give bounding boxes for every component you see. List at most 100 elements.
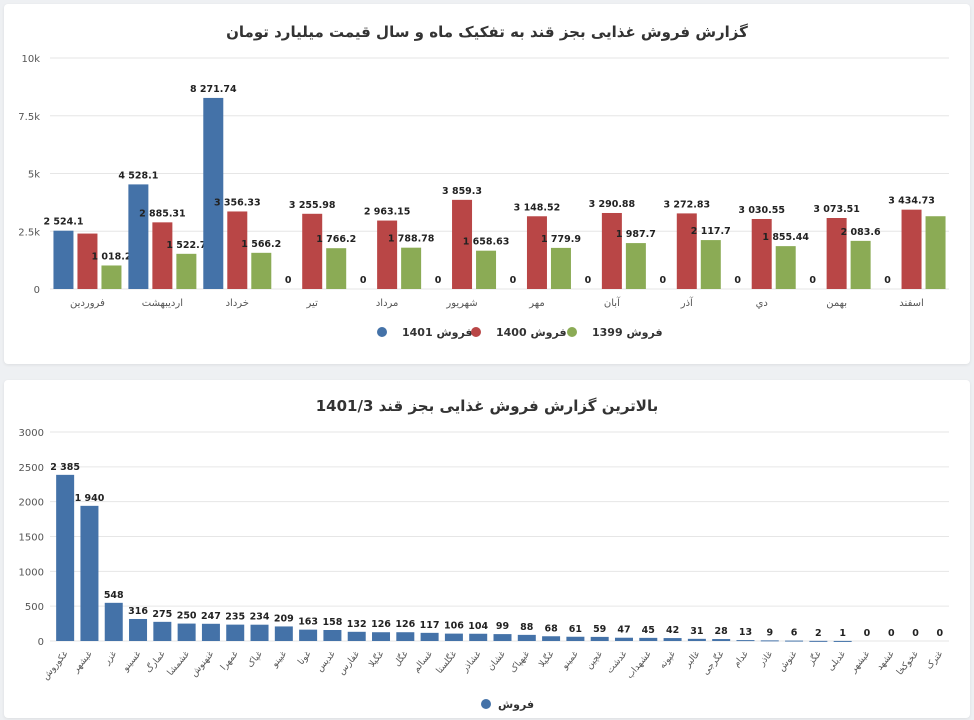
bar xyxy=(302,213,323,289)
data-label: 126 xyxy=(395,619,415,630)
data-label: 235 xyxy=(225,612,245,623)
data-label: 0 xyxy=(659,275,666,286)
bar xyxy=(601,212,622,289)
x-tick-label: اردیبهشت xyxy=(142,298,183,309)
data-label: 2 885.31 xyxy=(139,208,186,219)
bar xyxy=(56,474,75,641)
bar xyxy=(299,629,318,641)
bar xyxy=(809,640,828,642)
bar xyxy=(736,640,755,642)
bar xyxy=(80,505,99,641)
legend-marker xyxy=(567,327,577,337)
data-label: 1 940 xyxy=(75,493,105,504)
y-tick-label: 3000 xyxy=(19,428,44,439)
bar xyxy=(153,621,172,641)
x-tick-label: آبان xyxy=(604,296,621,309)
y-tick-label: 2500 xyxy=(19,463,44,474)
chart-title: بالاترین گزارش فروش غذایی بجز قند 1401/3 xyxy=(316,397,658,415)
bar xyxy=(550,247,571,289)
bar xyxy=(203,97,224,289)
data-label: 1 658.63 xyxy=(463,237,510,248)
data-label: 132 xyxy=(347,619,367,630)
bar xyxy=(542,636,561,641)
bar xyxy=(250,624,269,641)
bar xyxy=(226,624,245,641)
x-tick-label: غمارگ xyxy=(142,648,167,675)
data-label: 1 xyxy=(839,628,846,639)
data-label: 1 018.2 xyxy=(91,251,131,262)
y-tick-label: 1000 xyxy=(19,567,44,578)
y-tick-label: 7.5k xyxy=(18,112,40,123)
x-tick-label: شهریور xyxy=(445,298,477,309)
bar xyxy=(700,240,721,289)
data-label: 88 xyxy=(520,622,534,633)
bar xyxy=(152,222,173,289)
bar xyxy=(493,634,512,641)
data-label: 3 030.55 xyxy=(738,205,785,216)
data-label: 0 xyxy=(884,275,891,286)
data-label: 247 xyxy=(201,611,221,622)
y-tick-label: 5k xyxy=(28,170,40,181)
data-label: 42 xyxy=(666,625,679,636)
data-label: 158 xyxy=(322,617,342,628)
y-tick-label: 1500 xyxy=(19,533,44,544)
bar xyxy=(177,623,196,641)
x-tick-label: تیر xyxy=(306,298,319,309)
data-label: 3 073.51 xyxy=(813,204,860,215)
data-label: 0 xyxy=(734,275,741,286)
data-label: 0 xyxy=(510,275,517,286)
bar xyxy=(614,637,633,641)
monthly-sales-card: گزارش فروش غذایی بجز قند به تفکیک ماه و … xyxy=(4,4,970,364)
data-label: 1 566.2 xyxy=(241,239,281,250)
y-tick-label: 500 xyxy=(25,602,44,613)
data-label: 0 xyxy=(585,275,592,286)
data-label: 0 xyxy=(360,275,367,286)
top-sales-chart: بالاترین گزارش فروش غذایی بجز قند 1401/3… xyxy=(19,397,949,711)
bar xyxy=(785,640,804,642)
data-label: 117 xyxy=(420,620,440,631)
data-label: 1 779.9 xyxy=(541,234,581,245)
data-label: 126 xyxy=(371,619,391,630)
x-tick-label: غخوکخا xyxy=(895,649,921,677)
data-label: 2 117.7 xyxy=(691,226,731,237)
data-label: 2 963.15 xyxy=(364,207,411,218)
x-tick-label: غسینو xyxy=(120,649,143,674)
bar xyxy=(760,640,779,642)
data-label: 234 xyxy=(250,612,270,623)
x-tick-label: غدام xyxy=(732,649,751,669)
x-tick-label: غزر xyxy=(102,649,120,667)
x-tick-label: غشهد xyxy=(875,649,897,672)
bar xyxy=(326,248,347,289)
legend-marker xyxy=(377,327,387,337)
data-label: 3 272.83 xyxy=(664,199,711,210)
legend-label: فروش 1401 xyxy=(402,326,473,339)
data-label: 3 356.33 xyxy=(214,197,261,208)
data-label: 3 434.73 xyxy=(888,196,935,207)
x-tick-label: غچین xyxy=(584,649,605,671)
bar xyxy=(901,209,922,289)
data-label: 3 290.88 xyxy=(589,199,636,210)
data-label: 316 xyxy=(128,606,148,617)
legend-marker xyxy=(471,327,481,337)
legend-label: فروش 1400 xyxy=(496,326,567,339)
bar xyxy=(590,636,609,641)
data-label: 1 766.2 xyxy=(316,234,356,245)
x-tick-label: مهر xyxy=(528,298,544,309)
bar xyxy=(850,240,871,289)
bar xyxy=(77,233,98,289)
x-tick-label: اسفند xyxy=(899,298,923,309)
data-label: 106 xyxy=(444,621,464,632)
x-tick-label: غگز xyxy=(804,648,823,668)
x-tick-label: غپونه xyxy=(658,649,678,671)
bar xyxy=(833,640,852,642)
x-tick-label: غمینو xyxy=(560,649,581,672)
bar xyxy=(476,250,497,289)
data-label: 1 855.44 xyxy=(762,232,809,243)
data-label: 0 xyxy=(864,628,871,639)
bar xyxy=(625,243,646,289)
x-tick-label: غبینو xyxy=(270,649,290,670)
x-tick-label: غبهپاک xyxy=(508,649,533,676)
bar xyxy=(420,632,439,641)
x-tick-label: غاذر xyxy=(757,649,776,669)
bar xyxy=(712,639,731,641)
